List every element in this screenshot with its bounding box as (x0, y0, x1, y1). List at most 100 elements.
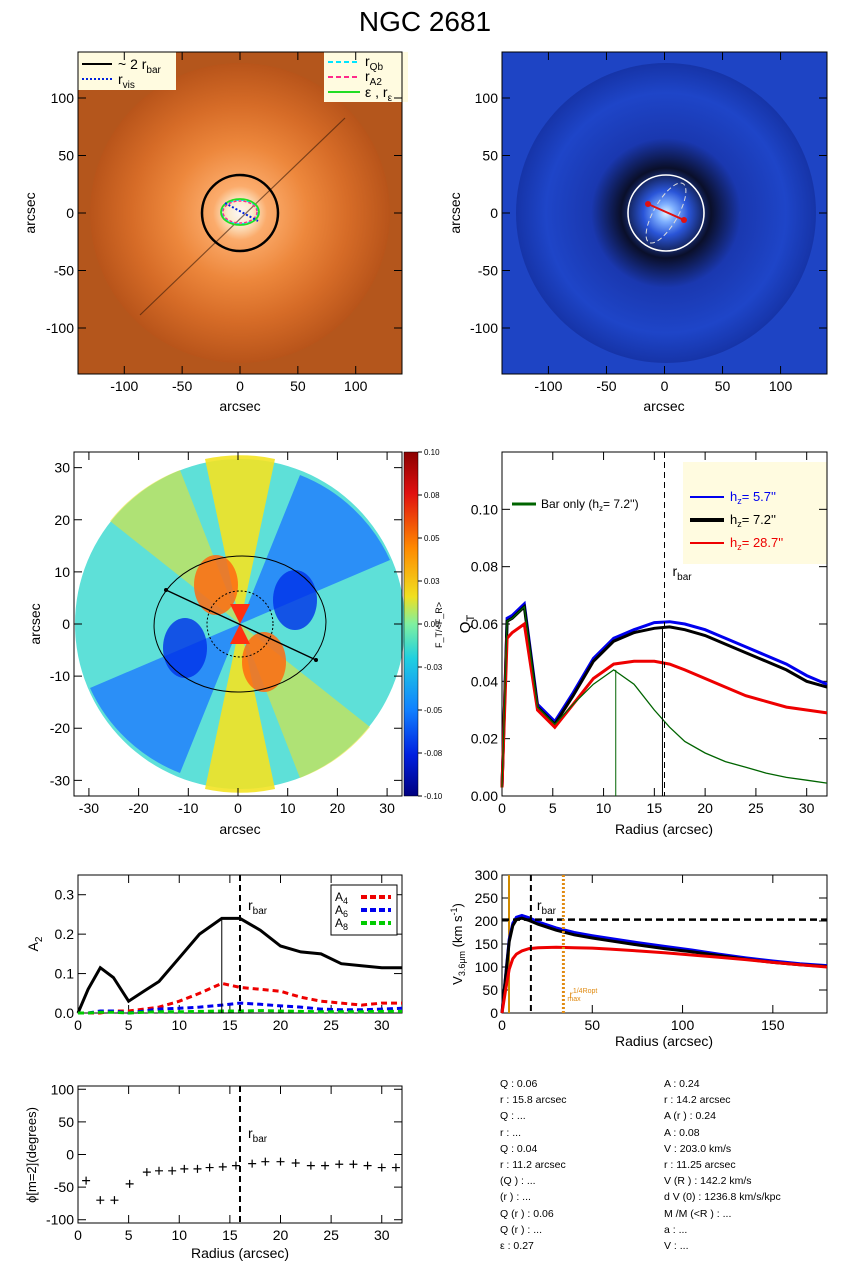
stats-right-line: a : ... (664, 1223, 688, 1236)
legend-bar-only-label: Bar only (hz= 7.2'') (541, 497, 639, 513)
phase-point (193, 1164, 202, 1173)
x-tick-label: 30 (374, 1017, 390, 1033)
x-tick-label: 100 (769, 378, 793, 394)
y-axis-label: arcsec (22, 192, 38, 233)
y-tick-label: -50 (478, 263, 498, 279)
legend-label-sub: 4 (343, 896, 348, 906)
y-tick-label: 0.1 (55, 966, 75, 982)
phase-point (218, 1162, 227, 1171)
y-tick-label: 0.02 (471, 731, 498, 747)
phase-point (276, 1157, 285, 1166)
image-panel-top-right: -100 -50 0 50 100 -100 -50 0 50 100 arcsec arcsec (447, 51, 828, 414)
legend-label-sub: z (737, 496, 742, 506)
phase-point (168, 1166, 177, 1175)
x-tick-label: -20 (128, 800, 148, 816)
phase-point (306, 1161, 315, 1170)
phase-point (155, 1166, 163, 1175)
x-tick-label: 5 (125, 1227, 133, 1243)
y-axis-label-sub: T (465, 615, 477, 622)
legend-bar-only-head: Bar only (h (541, 497, 599, 511)
colorbar-tick-label: -0.03 (424, 663, 443, 672)
y-tick-label: 0 (66, 205, 74, 221)
y-tick-label: -50 (54, 263, 74, 279)
x-tick-label: 20 (273, 1017, 289, 1033)
legend-label-a: A (335, 916, 343, 930)
colorbar-label: F_T/<F_R> (434, 602, 444, 648)
legend-label-val: = 28.7'' (742, 535, 783, 550)
phase-point (261, 1157, 270, 1166)
stats-right-line: A (r ) : 0.24 (664, 1110, 716, 1123)
x-tick-label: 25 (748, 800, 764, 816)
stats-left-line: Q : ... (500, 1110, 526, 1123)
stats-left-line: (Q ) : ... (500, 1175, 536, 1188)
y-tick-label: 300 (475, 867, 499, 883)
legend-label-a: A (335, 903, 343, 917)
y-tick-label: 0.06 (471, 616, 498, 632)
phase-point (248, 1159, 257, 1168)
x-tick-label: 20 (273, 1227, 289, 1243)
phase-point (205, 1163, 214, 1172)
x-tick-label: -10 (178, 800, 198, 816)
y-tick-label: 0.3 (55, 887, 75, 903)
phase-point (291, 1158, 300, 1167)
stats-left-line: Q : 0.06 (500, 1078, 538, 1090)
legend-bar-only-tail: = 7.2'') (603, 497, 639, 511)
legend-bar-label: ~ 2 rbar (118, 56, 162, 76)
x-tick-label: 100 (344, 378, 368, 394)
x-tick-label: 0 (498, 800, 506, 816)
legend-label-sub: z (737, 519, 742, 529)
x-tick-label: 0 (74, 1017, 82, 1033)
colorbar-tick-label: 0.03 (424, 577, 440, 586)
y-tick-label: 0.2 (55, 926, 75, 942)
rA2-ellipse (222, 200, 258, 224)
x-tick-label: 0 (661, 378, 669, 394)
x-tick-label: 15 (222, 1017, 238, 1033)
phase-point (82, 1176, 91, 1185)
stats-right-line: V (R ) : 142.2 km/s (664, 1175, 752, 1188)
colorbar-tick-label: 0.05 (424, 534, 440, 543)
y-tick-label: 50 (482, 982, 498, 998)
rbar-label-sub: bar (542, 906, 557, 917)
y-tick-label: 50 (58, 148, 74, 164)
y-tick-label: 100 (475, 90, 499, 106)
y-tick-label: 0.00 (471, 788, 498, 804)
y-tick-label: -20 (50, 720, 70, 736)
phase-point (96, 1196, 105, 1205)
stats-left: Q : 0.06 r : 15.8 arcsec Q : ... r : ...… (500, 1076, 567, 1254)
y-tick-label: -100 (46, 320, 74, 336)
x-tick-label: 25 (323, 1017, 339, 1033)
y-tick-label: 50 (58, 1114, 74, 1130)
y-axis-label: arcsec (447, 192, 463, 233)
y-tick-label: -10 (50, 668, 70, 684)
stats-left-line: r : ... (500, 1126, 521, 1139)
x-axis-label: arcsec (219, 398, 260, 414)
phase-point (335, 1160, 344, 1169)
x-tick-label: 0 (498, 1017, 506, 1033)
y-tick-label: -30 (50, 772, 70, 788)
legend-label-sub: 8 (343, 922, 348, 932)
y-tick-label: 0.08 (471, 559, 498, 575)
y-tick-label: 100 (475, 959, 499, 975)
legend-rA2-label: rA2 (365, 68, 382, 88)
phase-point (125, 1179, 134, 1188)
rbar-label-sub: bar (253, 906, 268, 917)
y-tick-label: 0 (62, 616, 70, 632)
x-tick-label: 10 (280, 800, 296, 816)
y-tick-label: -50 (54, 1179, 74, 1195)
stats-right-line: M /M (<R ) : ... (664, 1207, 732, 1220)
y-tick-label: 10 (54, 564, 70, 580)
phase-point (180, 1164, 189, 1173)
y-tick-label: 30 (54, 460, 70, 476)
phase-point (363, 1161, 372, 1170)
x-tick-label: 150 (761, 1017, 785, 1033)
qt-map-outer-ellipse (153, 555, 327, 693)
legend-label-h: h (730, 489, 737, 504)
y-tick-label: 200 (475, 913, 499, 929)
x-tick-label: -50 (596, 378, 616, 394)
legend-eps-label: ε , rε (365, 84, 393, 104)
x-tick-label: 10 (171, 1227, 187, 1243)
stats-left-line: ε : 0.27 (500, 1240, 534, 1253)
x-tick-label: -100 (110, 378, 138, 394)
colorbar-tick-label: 0.10 (424, 448, 440, 457)
